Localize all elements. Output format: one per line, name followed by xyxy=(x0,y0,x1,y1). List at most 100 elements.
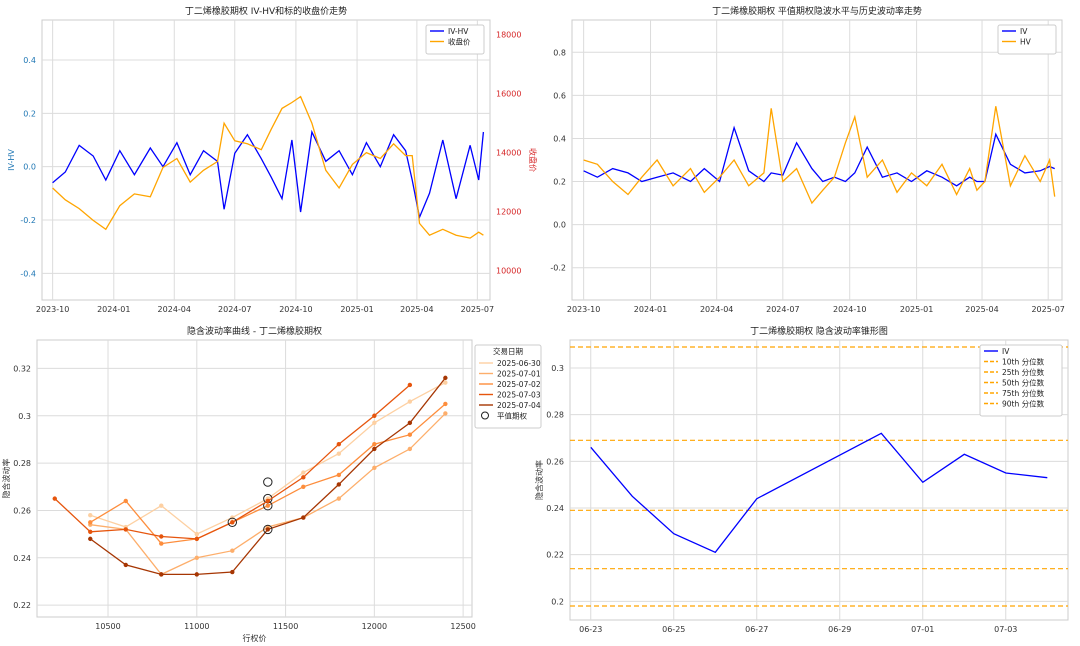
legend-label: IV xyxy=(1002,347,1010,356)
series-line xyxy=(52,95,484,239)
data-point xyxy=(301,475,306,480)
x-tick-label: 2025-04 xyxy=(400,305,433,314)
data-point xyxy=(265,527,271,532)
legend-label: 2025-06-30 xyxy=(497,359,541,368)
y-tick-label: -0.2 xyxy=(550,264,566,273)
atm-marker xyxy=(263,477,273,487)
data-point xyxy=(194,555,199,561)
data-point xyxy=(443,401,448,407)
plot-area xyxy=(571,19,1063,301)
x-tick-label: 2024-10 xyxy=(279,305,312,314)
legend-label: 2025-07-02 xyxy=(497,380,541,389)
legend-label: 平值期权 xyxy=(497,411,527,421)
data-point xyxy=(123,527,128,532)
data-point xyxy=(301,515,306,520)
atm-marker xyxy=(263,524,273,535)
data-point xyxy=(336,451,342,456)
legend-title: 交易日期 xyxy=(493,346,523,356)
data-point xyxy=(159,541,164,546)
y-tick-label: 0.26 xyxy=(13,506,31,515)
atm-marker xyxy=(227,517,238,527)
data-point xyxy=(372,441,377,447)
x-tick-label: 2024-07 xyxy=(218,305,251,314)
y-tick-label: 0.28 xyxy=(13,459,31,468)
data-point xyxy=(123,562,128,568)
y-tick-label: 0.26 xyxy=(546,457,564,466)
y-tick-label: 0.22 xyxy=(13,601,31,610)
data-point xyxy=(443,380,448,385)
x-tick-label: 2024-01 xyxy=(634,305,667,314)
y2-tick-label: 16000 xyxy=(496,90,521,99)
y-tick-label: 0.4 xyxy=(23,56,36,65)
data-point xyxy=(123,498,128,504)
y-axis-label: IV-HV xyxy=(7,149,16,171)
x-tick-label: 06-29 xyxy=(828,625,851,634)
y2-tick-label: 12000 xyxy=(496,208,521,217)
x-tick-label: 2024-07 xyxy=(766,305,799,314)
y2-tick-label: 18000 xyxy=(496,31,521,40)
data-point xyxy=(301,484,306,489)
y-tick-label: 0.2 xyxy=(23,109,36,118)
y-tick-label: 0.24 xyxy=(13,554,31,563)
x-tick-label: 2025-07 xyxy=(461,305,494,314)
data-point xyxy=(443,375,448,381)
x-axis-label: 行权价 xyxy=(243,633,267,643)
x-tick-label: 2025-01 xyxy=(900,305,933,314)
x-tick-label: 2024-04 xyxy=(700,305,733,314)
data-point xyxy=(443,411,448,416)
x-tick-label: 2023-10 xyxy=(36,305,69,314)
legend-marker xyxy=(481,411,489,420)
chart-title: 丁二烯橡胶期权 IV-HV和标的收盘价走势 xyxy=(185,5,347,17)
x-tick-label: 12000 xyxy=(362,622,387,631)
legend-box xyxy=(425,24,485,55)
x-tick-label: 2024-04 xyxy=(158,305,191,314)
legend-box xyxy=(997,24,1057,55)
x-tick-label: 2025-01 xyxy=(340,305,373,314)
data-point xyxy=(230,520,235,525)
legend-label: 2025-07-01 xyxy=(497,370,541,379)
x-tick-label: 06-27 xyxy=(745,625,768,634)
y-tick-label: 0.32 xyxy=(13,364,31,373)
legend-label: 90th 分位数 xyxy=(1002,399,1045,409)
series-line xyxy=(583,106,1056,205)
data-point xyxy=(230,548,235,553)
x-tick-label: 10500 xyxy=(95,622,120,631)
x-tick-label: 06-25 xyxy=(662,625,685,634)
data-point xyxy=(407,432,413,437)
data-point xyxy=(230,569,235,575)
data-point xyxy=(194,536,199,542)
y2-tick-label: 14000 xyxy=(496,149,521,158)
data-point xyxy=(301,470,306,475)
chart-title: 隐含波动率曲线 - 丁二烯橡胶期权 xyxy=(187,325,322,337)
y-tick-label: 0.2 xyxy=(551,597,564,606)
x-tick-label: 07-01 xyxy=(911,625,934,634)
data-point xyxy=(88,536,93,542)
data-point xyxy=(52,496,57,501)
data-point xyxy=(336,496,342,501)
x-tick-label: 2024-10 xyxy=(833,305,866,314)
x-tick-label: 11000 xyxy=(184,622,209,631)
legend-label: IV xyxy=(1020,27,1028,36)
y-tick-label: 0.0 xyxy=(553,221,566,230)
data-point xyxy=(372,413,377,418)
chart-2: -0.2 0.0 0.2 0.4 0.6 0.8 2023-10 2024-01 2024-04… xyxy=(550,5,1065,314)
y-tick-label: 0.24 xyxy=(546,504,564,513)
data-point xyxy=(265,498,271,504)
legend-box xyxy=(474,344,542,429)
x-tick-label: 2025-04 xyxy=(965,305,998,314)
y-tick-label: -0.4 xyxy=(20,269,36,278)
y-axis-label: 隐含波动率 xyxy=(534,460,544,500)
data-point xyxy=(159,503,164,508)
y-axis-label: 隐含波动率 xyxy=(1,459,11,499)
y-tick-label: 0.8 xyxy=(553,48,566,57)
y-tick-label: 0.4 xyxy=(553,134,566,143)
data-point xyxy=(336,441,342,447)
legend-label: IV-HV xyxy=(448,27,469,36)
data-point xyxy=(88,529,93,534)
x-tick-label: 07-03 xyxy=(994,625,1017,634)
data-point xyxy=(230,515,235,520)
series-line xyxy=(52,129,485,220)
plot-area xyxy=(41,19,491,301)
